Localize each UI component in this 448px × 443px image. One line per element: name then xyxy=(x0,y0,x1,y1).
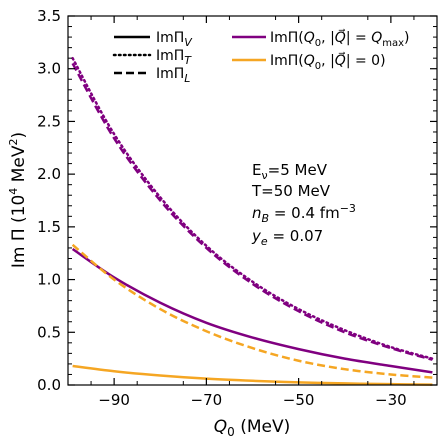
series-line-0 xyxy=(71,247,433,374)
x-tick-label: −90 xyxy=(98,391,130,409)
legend-colors: ImΠ(Q0, |Q⃗| = Qmax) ImΠ(Q0, |Q⃗| = 0) xyxy=(232,28,409,72)
y-tick-label: 0.5 xyxy=(37,323,61,341)
legend-label-t: ImΠT xyxy=(156,48,192,67)
legend-label-v: ImΠV xyxy=(156,30,193,49)
y-tick-label: 0.0 xyxy=(37,376,61,394)
x-tick-label: −70 xyxy=(191,391,223,409)
legend-label-qmax: ImΠ(Q0, |Q⃗| = Qmax) xyxy=(270,28,409,49)
y-tick-label: 2.0 xyxy=(37,165,61,183)
y-tick-label: 1.5 xyxy=(37,218,61,236)
legend-label-q0: ImΠ(Q0, |Q⃗| = 0) xyxy=(270,51,386,72)
y-tick-label: 2.5 xyxy=(37,112,61,130)
series-layer xyxy=(71,56,434,386)
series-line-4 xyxy=(71,243,433,379)
anno-fraction: ye = 0.07 xyxy=(251,227,323,248)
series-line-1 xyxy=(71,56,434,360)
x-axis-label: Q0 (MeV) xyxy=(214,417,290,439)
plot-frame xyxy=(67,15,438,386)
anno-energy: Eν=5 MeV xyxy=(252,161,328,182)
x-tick-label: −30 xyxy=(375,391,407,409)
legend-label-l: ImΠL xyxy=(156,66,190,85)
y-axis-label: Im Π (104 MeV2) xyxy=(7,132,29,268)
ticks-layer: 0.0 0.5 1.0 1.5 2.0 2.5 3.0 3.5 −90 −70 −50 −30 xyxy=(37,7,437,409)
legend-styles: ImΠV ImΠT ImΠL xyxy=(112,30,193,85)
series-line-2 xyxy=(71,62,433,361)
x-tick-label: −50 xyxy=(283,391,315,409)
y-tick-label: 1.0 xyxy=(37,271,61,289)
anno-density: nB = 0.4 fm−3 xyxy=(252,202,356,225)
parameters-annotation: Eν=5 MeV T=50 MeV nB = 0.4 fm−3 ye = 0.0… xyxy=(251,161,356,248)
series-line-3 xyxy=(72,364,433,386)
y-tick-label: 3.0 xyxy=(37,60,61,78)
y-tick-label: 3.5 xyxy=(37,7,61,25)
anno-temperature: T=50 MeV xyxy=(251,182,331,200)
